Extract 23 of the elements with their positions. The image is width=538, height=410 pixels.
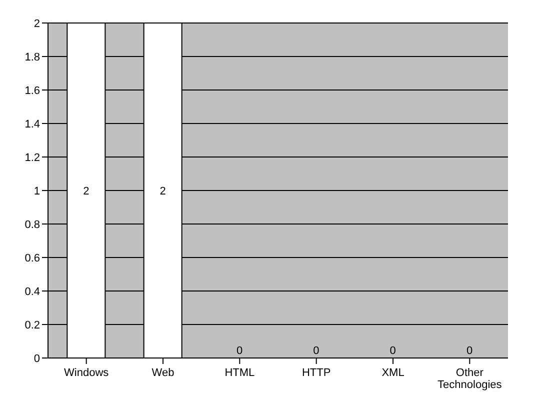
y-tick-label: 1.6 [24,84,40,97]
data-label: 0 [466,345,473,357]
data-label: 0 [313,345,320,357]
y-tick-label: 0.4 [24,286,40,298]
x-tick-label: Web [152,367,174,379]
data-label: 2 [160,186,166,198]
y-tick-label: 0.6 [24,252,40,264]
y-tick-label: 2 [34,18,40,30]
y-tick-label: 0.2 [24,319,40,332]
data-label: 2 [83,186,90,198]
x-tick-label: XML [382,367,404,379]
y-tick-label: 1 [34,185,40,198]
x-tick-label: HTML [224,367,255,379]
data-label: 0 [236,345,243,357]
y-tick-label: 0 [34,352,40,365]
y-tick-label: 1.8 [24,51,40,64]
x-tick-label: Windows [64,367,110,379]
y-tick-label: 1.4 [24,118,40,130]
x-tick-label: HTTP [302,367,331,379]
y-tick-label: 1.2 [24,152,40,164]
x-tick-label: Other Technologies [438,367,502,391]
y-tick-label: 0.8 [24,218,40,231]
data-label: 0 [390,345,396,357]
